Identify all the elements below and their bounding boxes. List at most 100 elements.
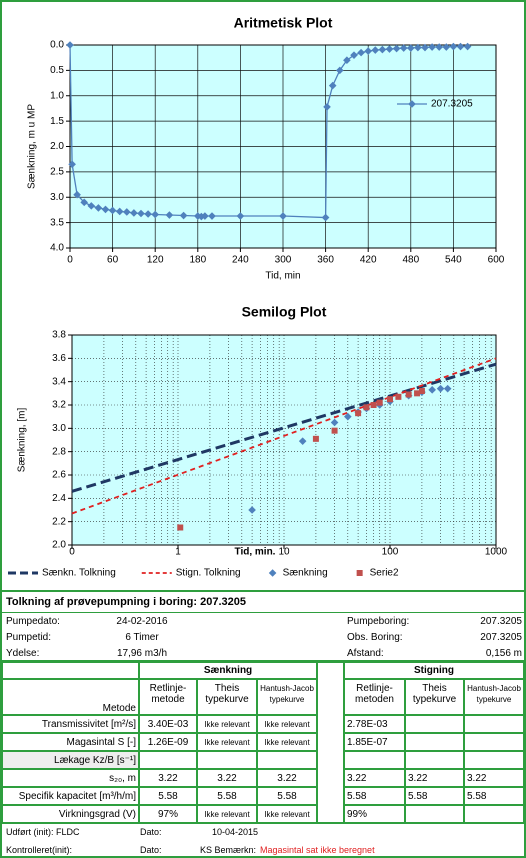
method-label: Metode [2, 679, 139, 715]
y-tick-label: 3.6 [52, 353, 66, 364]
y-tick-label: 2.8 [52, 446, 66, 457]
marker [248, 506, 256, 514]
info-label: Pumpeboring: [347, 616, 410, 627]
table-cell [464, 805, 524, 823]
y-tick-label: 2.0 [52, 540, 66, 551]
marker [428, 43, 436, 51]
marker [312, 435, 319, 442]
plot-frame [71, 334, 497, 546]
marker [177, 524, 184, 531]
method-header: Hantush-Jacob typekurve [464, 679, 524, 715]
info-label: Ydelse: [6, 648, 40, 659]
row-label: Virkningsgrad (V) [2, 805, 139, 823]
marker [179, 211, 188, 220]
marker [364, 47, 372, 55]
marker [344, 412, 352, 421]
x-tick-label: 0 [67, 255, 73, 266]
x-tick-label: 0 [69, 547, 75, 558]
table-cell: 5.58 [344, 787, 405, 805]
marker [449, 42, 458, 51]
marker [399, 44, 408, 52]
row-label: Transmissivitet [m²/s] [2, 715, 139, 733]
table-cell: Ikke relevant [257, 805, 317, 823]
marker [68, 160, 76, 169]
divider [2, 590, 524, 592]
marker [405, 391, 412, 398]
marker [321, 213, 330, 222]
series-line [71, 362, 497, 493]
legend-label: Sænkning [283, 568, 328, 579]
marker [130, 209, 138, 217]
marker [108, 206, 117, 215]
y-tick-label: 0.5 [50, 65, 64, 76]
marker [363, 404, 370, 411]
chart-title: Semilog Plot [242, 304, 327, 320]
legend-marker [408, 100, 416, 108]
series-line [71, 357, 497, 515]
info-value: 6 Timer [125, 632, 159, 643]
info-label: Obs. Boring: [347, 632, 403, 643]
marker [236, 212, 245, 220]
marker [87, 202, 96, 210]
marker [378, 45, 387, 54]
plot-frame [69, 44, 497, 249]
info-value: 17,96 m3/h [116, 648, 168, 659]
y-tick-label: 4.0 [50, 243, 64, 254]
y-axis-label: Sænkning, [m] [17, 408, 28, 473]
table-cell [197, 751, 257, 769]
row-label: Lækage Kz/B [s⁻¹] [2, 751, 139, 769]
y-tick-label: 2.2 [52, 516, 66, 527]
info-value: 0,156 m [485, 648, 522, 659]
marker [328, 81, 337, 90]
y-tick-label: 2.6 [52, 470, 66, 481]
x-tick-label: 360 [317, 255, 334, 266]
table-cell: Ikke relevant [257, 733, 317, 751]
marker [298, 437, 307, 445]
marker [418, 388, 425, 394]
x-tick-label: 540 [445, 255, 462, 266]
x-tick-label: 120 [147, 255, 164, 266]
y-tick-label: 1.0 [50, 90, 64, 101]
marker [456, 42, 465, 51]
table-cell: 1.26E-09 [139, 733, 197, 751]
marker [435, 43, 443, 51]
footer-text: Udført (init): FLDC [6, 827, 80, 837]
table-cell: Ikke relevant [197, 715, 257, 733]
table-cell [464, 733, 524, 751]
info-value: 24-02-2016 [116, 616, 168, 627]
footer-text: Dato: [140, 845, 162, 855]
table-cell: 5.58 [139, 787, 197, 805]
info-label: Pumpetid: [6, 632, 52, 643]
legend-marker [268, 569, 277, 577]
marker [201, 212, 209, 220]
table-cell: 3.22 [139, 769, 197, 787]
table-cell: Ikke relevant [197, 805, 257, 823]
marker [355, 410, 362, 417]
marker [330, 418, 339, 427]
marker [115, 207, 124, 216]
table-cell: 5.58 [197, 787, 257, 805]
footer-text: Kontrolleret(init): [6, 845, 73, 855]
method-header: Theis typekurve [405, 679, 464, 715]
marker [208, 212, 216, 220]
marker [376, 399, 383, 406]
table-cell: 5.58 [405, 787, 464, 805]
marker [385, 45, 394, 53]
y-tick-label: 0.0 [50, 40, 64, 51]
y-tick-label: 2.4 [52, 493, 66, 504]
table-cell: 99% [344, 805, 405, 823]
marker [414, 43, 422, 52]
table-cell [464, 715, 524, 733]
table-cell: 2.78E-03 [344, 715, 405, 733]
method-header: Hantush-Jacob typekurve [257, 679, 317, 715]
marker [443, 384, 452, 393]
info-label: Pumpedato: [6, 616, 60, 627]
table-cell [405, 733, 464, 751]
marker [137, 209, 145, 218]
footer-text: 10-04-2015 [212, 827, 259, 837]
table-cell: 3.22 [405, 769, 464, 787]
marker [336, 66, 344, 75]
marker [331, 427, 338, 434]
table-cell: 3.22 [344, 769, 405, 787]
